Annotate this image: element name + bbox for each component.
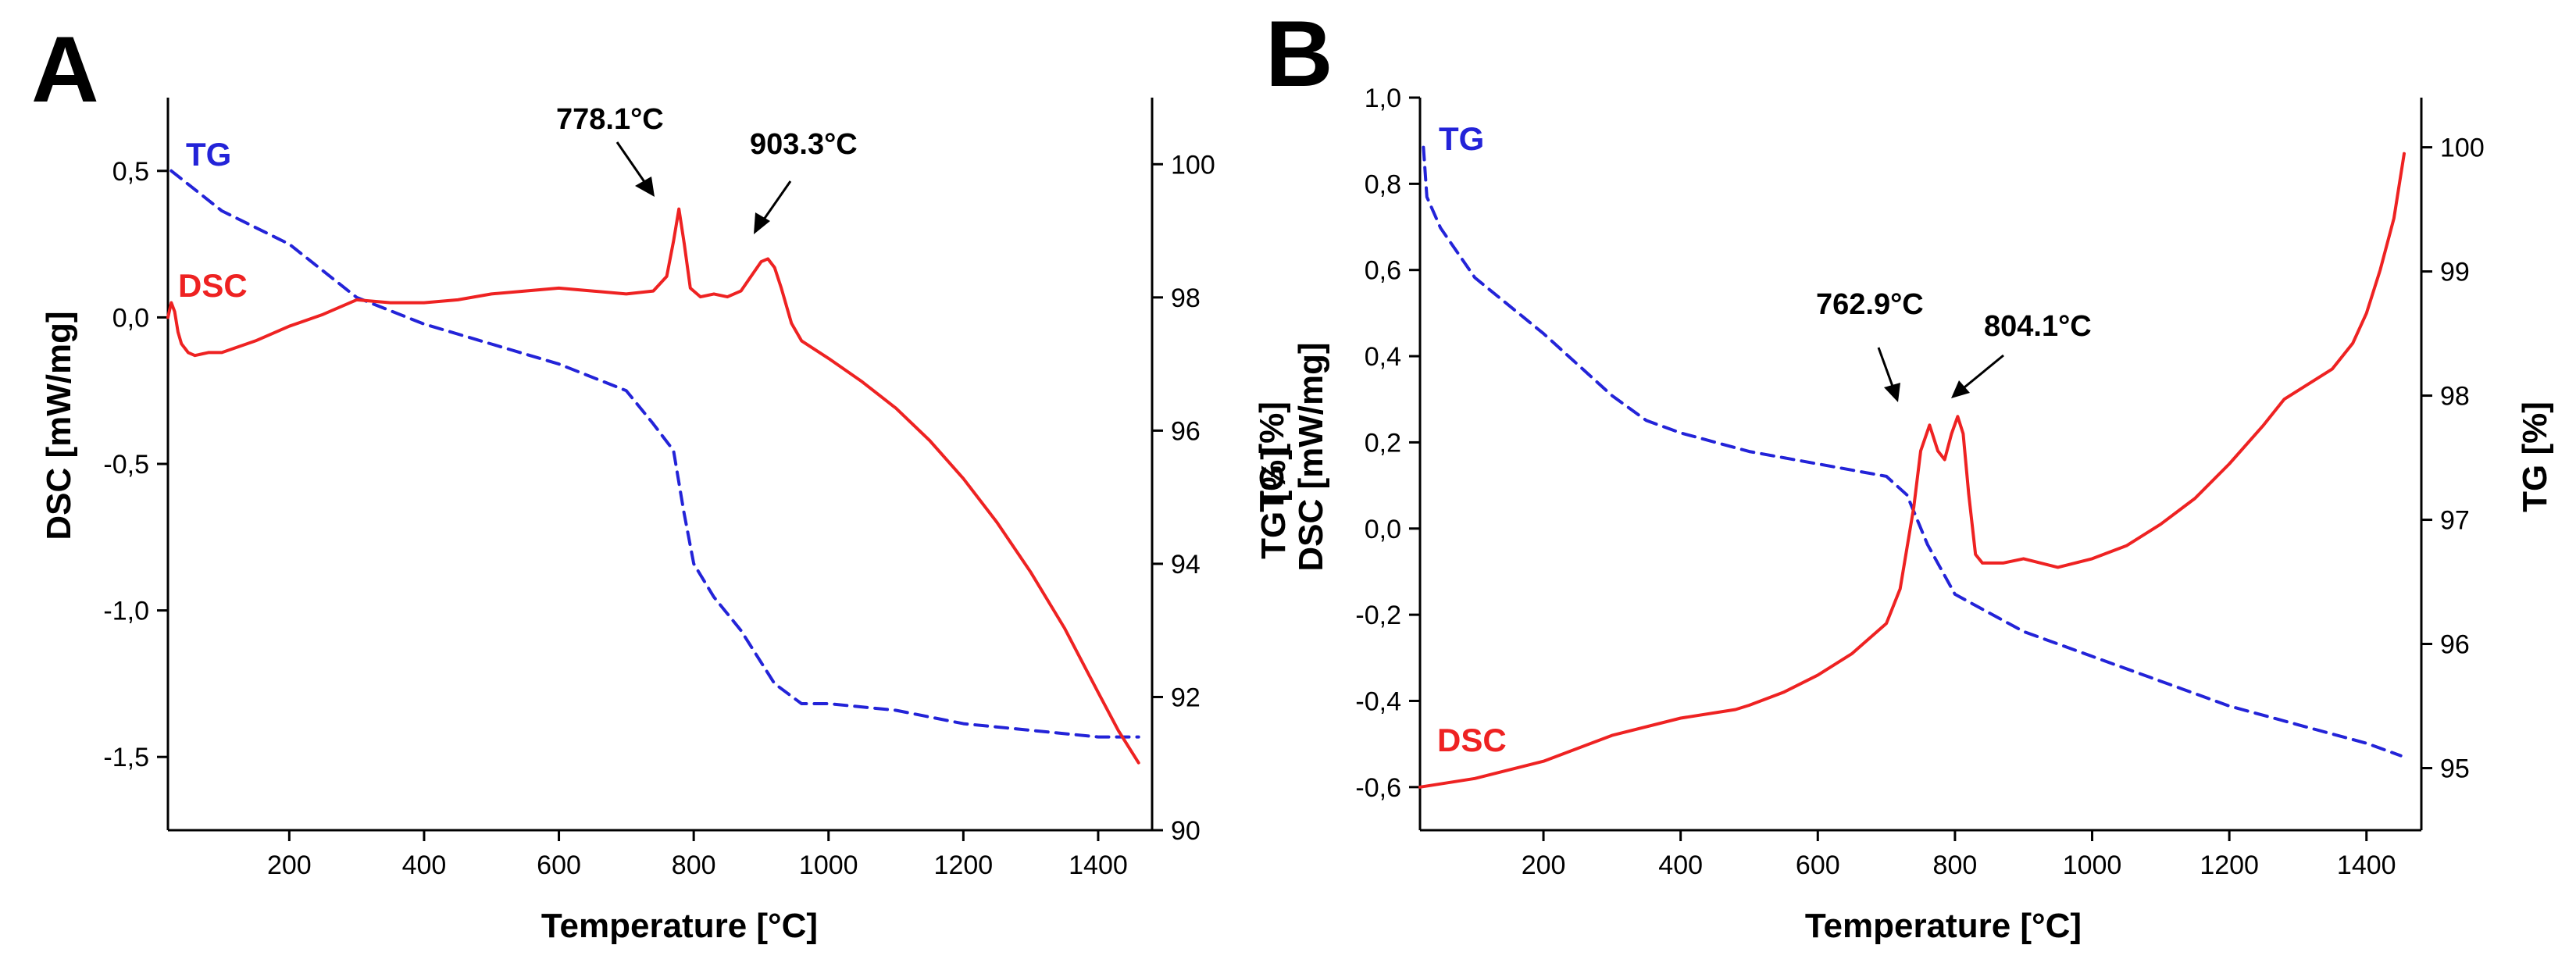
panel-a-peak-arrow-1 <box>615 141 655 197</box>
panel-a-dsc-curve <box>166 207 1140 765</box>
panel-b-dsc-curve <box>1418 152 2406 789</box>
panel-a-x-tick-label: 600 <box>537 851 581 880</box>
panel-a-axes: 200 400 600 800 1000 1200 1400 -1,5 -1,0 -0,5 0,0 0… <box>103 98 1215 880</box>
panel-a-series <box>166 169 1140 765</box>
panel-a-peak-arrow-2 <box>754 180 792 234</box>
chart-panel-a: A 200 400 600 800 1000 1200 1400 -1,5 -1,0 -0,5 0,… <box>31 17 1293 945</box>
panel-a-tg-curve <box>169 169 1140 739</box>
panel-b-y2-tick-label: 96 <box>2440 630 2470 660</box>
panel-b-y-tick-label: -0,6 <box>1355 773 1401 803</box>
panel-b-y2-axis-title: TG [%] <box>2516 401 2554 512</box>
panel-a-y2-tick-label: 100 <box>1171 150 1215 180</box>
panel-b-x-axis-title: Temperature [°C] <box>1805 907 2082 945</box>
panel-b-y2-tick-label: 98 <box>2440 382 2470 412</box>
panel-b-y-tick-label: 0,8 <box>1365 169 1401 199</box>
panel-a-dsc-label: DSC <box>178 267 248 304</box>
panel-b-y-tick-label: 0,2 <box>1365 428 1401 458</box>
panel-b-y2-tick-label: 99 <box>2440 258 2470 287</box>
panel-b-dsc-label: DSC <box>1437 722 1507 758</box>
panel-label-a: A <box>31 17 99 122</box>
panel-b-y-axis-title: DSC [mW/mg] <box>1292 342 1330 571</box>
panel-a-y2-tick-label: 98 <box>1171 284 1201 313</box>
panel-b-y2-tick-label: 97 <box>2440 506 2470 536</box>
panel-b-y2-axis-title-inner: TG [%] <box>1253 401 1291 512</box>
panel-b-y-tick-label: 1,0 <box>1365 84 1401 113</box>
panel-a-y-tick-label: -0,5 <box>103 450 149 480</box>
panel-b-peak-arrow-2 <box>1951 354 2004 398</box>
panel-b-x-tick-label: 1200 <box>2200 851 2259 880</box>
panel-a-y2-tick-label: 96 <box>1171 416 1201 446</box>
panel-a-y2-tick-label: 90 <box>1171 816 1201 846</box>
panel-b-tg-curve <box>1422 145 2403 758</box>
panel-a-peak-label-2: 903.3°C <box>750 128 858 161</box>
panel-a-x-tick-label: 1400 <box>1069 851 1128 880</box>
panel-a-y2-axis-title: TG [%] <box>1254 448 1293 559</box>
panel-a-y-tick-label: -1,0 <box>103 597 149 626</box>
panel-b-series <box>1418 145 2406 789</box>
panel-a-tg-label: TG <box>186 136 231 173</box>
panel-b-y-tick-label: -0,4 <box>1355 686 1401 716</box>
panel-b-x-tick-label: 800 <box>1933 851 1978 880</box>
panel-b-x-tick-label: 1400 <box>2337 851 2396 880</box>
panel-b-y2-tick-label: 95 <box>2440 754 2470 784</box>
panel-a-x-tick-label: 400 <box>402 851 447 880</box>
panel-b-peak-arrow-1 <box>1877 347 1900 402</box>
panel-b-axes: 200 400 600 800 1000 1200 1400 -0,6 -0,4 -0,2 0,0 0… <box>1355 84 2484 880</box>
panel-a-y2-tick-label: 92 <box>1171 683 1201 712</box>
panel-b-x-tick-label: 600 <box>1796 851 1840 880</box>
panel-a-peak-label-1: 778.1°C <box>556 103 664 136</box>
panel-b-y-tick-label: 0,4 <box>1365 342 1401 372</box>
panel-a-y-tick-label: 0,0 <box>112 303 149 333</box>
panel-b-peak-label-1: 762.9°C <box>1816 288 1924 321</box>
panel-a-x-tick-label: 1200 <box>934 851 994 880</box>
panel-b-y-tick-label: 0,0 <box>1365 515 1401 544</box>
panel-a-x-tick-label: 800 <box>672 851 716 880</box>
panel-label-b: B <box>1265 2 1333 106</box>
panel-b-y-tick-label: -0,2 <box>1355 601 1401 630</box>
panel-b-y2-tick-label: 100 <box>2440 134 2485 163</box>
panel-b-x-tick-label: 1000 <box>2063 851 2122 880</box>
panel-a-x-axis-title: Temperature [°C] <box>541 907 818 945</box>
panel-b-x-tick-label: 400 <box>1658 851 1703 880</box>
panel-b-x-tick-label: 200 <box>1522 851 1566 880</box>
panel-a-x-tick-label: 1000 <box>799 851 858 880</box>
panel-a-x-tick-label: 200 <box>267 851 312 880</box>
panel-b-y-tick-label: 0,6 <box>1365 256 1401 286</box>
chart-panel-b: B 200 400 600 800 1000 1200 1400 -0,6 -0,4 -0,2 0,… <box>1253 2 2554 945</box>
panel-b-tg-label: TG <box>1439 120 1484 157</box>
panel-a-y-tick-label: -1,5 <box>103 743 149 772</box>
panel-a-y-tick-label: 0,5 <box>112 157 149 187</box>
panel-a-y-axis-title: DSC [mW/mg] <box>40 311 78 540</box>
panel-b-peak-label-2: 804.1°C <box>1984 310 2092 343</box>
panel-a-y2-tick-label: 94 <box>1171 550 1201 580</box>
